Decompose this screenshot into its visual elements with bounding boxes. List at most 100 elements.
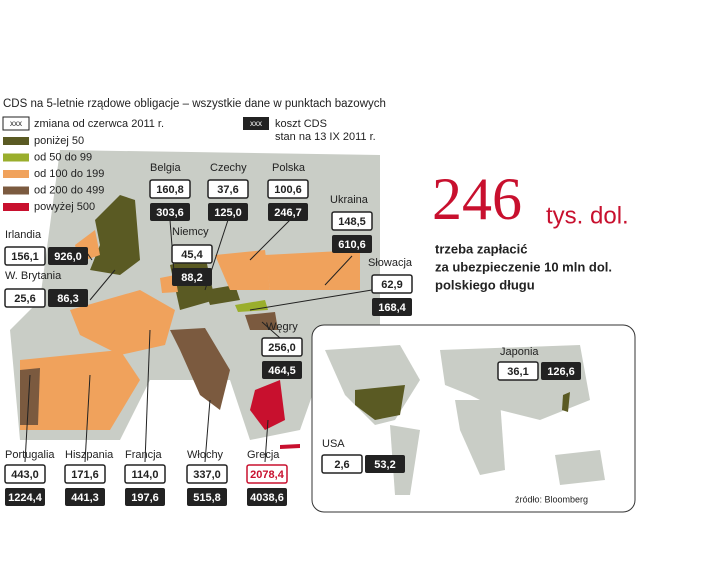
legend-swatch — [3, 203, 29, 211]
change-box — [371, 274, 413, 294]
change-value: 62,9 — [381, 279, 402, 291]
change-value: 25,6 — [14, 293, 35, 305]
cost-box — [150, 203, 190, 221]
legend-label: od 200 do 499 — [34, 184, 104, 196]
country-name: Belgia — [150, 162, 181, 174]
cost-value: 53,2 — [374, 459, 395, 471]
change-box — [331, 211, 373, 231]
change-box — [207, 179, 249, 199]
change-value: 37,6 — [217, 184, 238, 196]
country-name: Irlandia — [5, 229, 42, 241]
country-name: Polska — [272, 162, 306, 174]
change-value: 171,6 — [71, 469, 99, 481]
cost-value: 1224,4 — [8, 492, 43, 504]
headline-text: za ubezpieczenie 10 mln dol. — [435, 259, 612, 274]
legend-swatch — [3, 153, 29, 162]
cost-box — [268, 203, 308, 221]
country-name: Włochy — [187, 449, 224, 461]
change-value: 100,6 — [274, 184, 302, 196]
legend-swatch — [3, 170, 29, 178]
change-box — [4, 246, 46, 266]
cost-value: 168,4 — [378, 302, 406, 314]
country-name: W. Brytania — [5, 270, 62, 282]
change-box — [4, 464, 46, 484]
change-value: 2,6 — [334, 459, 349, 471]
change-value: 160,8 — [156, 184, 184, 196]
cost-value: 246,7 — [274, 207, 302, 219]
cost-box — [187, 488, 227, 506]
headline-text: trzeba zapłacić — [435, 241, 528, 256]
cost-box — [372, 298, 412, 316]
country-name: USA — [322, 438, 345, 450]
country-name: Czechy — [210, 162, 247, 174]
cost-value: 441,3 — [71, 492, 99, 504]
change-box — [186, 464, 228, 484]
country-name: Grecja — [247, 449, 280, 461]
change-box — [4, 288, 46, 308]
cost-box — [172, 268, 212, 286]
legend-label: od 100 do 199 — [34, 168, 104, 180]
country-name: Francja — [125, 449, 163, 461]
cost-value: 4038,6 — [250, 492, 284, 504]
key-label: zmiana od czerwca 2011 r. — [34, 118, 164, 130]
cost-box — [65, 488, 105, 506]
country-name: Ukraina — [330, 194, 369, 206]
change-value: 156,1 — [11, 251, 39, 263]
country-name: Niemcy — [172, 226, 209, 238]
key-sample: xxx — [10, 119, 22, 128]
change-value: 2078,4 — [250, 469, 285, 481]
source: źródło: Bloomberg — [515, 494, 588, 504]
legend-swatch — [3, 186, 29, 195]
cost-box — [541, 362, 581, 380]
legend-label: powyżej 500 — [34, 201, 95, 213]
cost-value: 610,6 — [338, 239, 366, 251]
key: xxx zmiana od czerwca 2011 r. xxx koszt … — [2, 116, 376, 143]
change-value: 45,4 — [181, 249, 203, 261]
cost-value: 197,6 — [131, 492, 159, 504]
change-box — [171, 244, 213, 264]
cost-value: 126,6 — [547, 366, 575, 378]
world-inset — [311, 324, 636, 513]
country-name: Hiszpania — [65, 449, 114, 461]
change-value: 337,0 — [193, 469, 221, 481]
cost-value: 86,3 — [57, 293, 78, 305]
cost-box — [208, 203, 248, 221]
cost-value: 125,0 — [214, 207, 242, 219]
change-value: 114,0 — [132, 469, 159, 481]
change-box — [321, 454, 363, 474]
title: CDS na 5-letnie rządowe obligacje – wszy… — [3, 98, 386, 110]
headline-unit: tys. dol. — [546, 202, 629, 229]
cost-box — [365, 455, 405, 473]
cost-value: 303,6 — [156, 207, 184, 219]
change-box — [124, 464, 166, 484]
key-label: stan na 13 IX 2011 r. — [275, 131, 376, 143]
cost-box — [262, 361, 302, 379]
legend-label: od 50 do 99 — [34, 151, 92, 163]
key-label: koszt CDS — [275, 118, 327, 130]
change-box — [267, 179, 309, 199]
cost-value: 464,5 — [268, 365, 296, 377]
change-box — [261, 337, 303, 357]
cost-box — [48, 289, 88, 307]
cost-box — [125, 488, 165, 506]
headline-number: 246 — [432, 166, 522, 232]
legend-label: poniżej 50 — [34, 135, 84, 147]
change-box — [64, 464, 106, 484]
change-value: 36,1 — [507, 366, 528, 378]
cost-box — [332, 235, 372, 253]
cost-value: 926,0 — [54, 251, 82, 263]
country-name: Japonia — [500, 346, 539, 358]
change-value: 443,0 — [11, 469, 39, 481]
legend-swatch — [3, 137, 29, 145]
country-name: Węgry — [266, 321, 298, 333]
country-name: Portugalia — [5, 449, 55, 461]
cost-box — [48, 247, 88, 265]
headline: 246 tys. dol. trzeba zapłacić za ubezpie… — [432, 166, 629, 293]
cost-value: 88,2 — [181, 272, 202, 284]
change-value: 256,0 — [268, 342, 296, 354]
change-box — [497, 361, 539, 381]
cost-box — [5, 488, 45, 506]
change-value: 148,5 — [338, 216, 366, 228]
change-box — [149, 179, 191, 199]
